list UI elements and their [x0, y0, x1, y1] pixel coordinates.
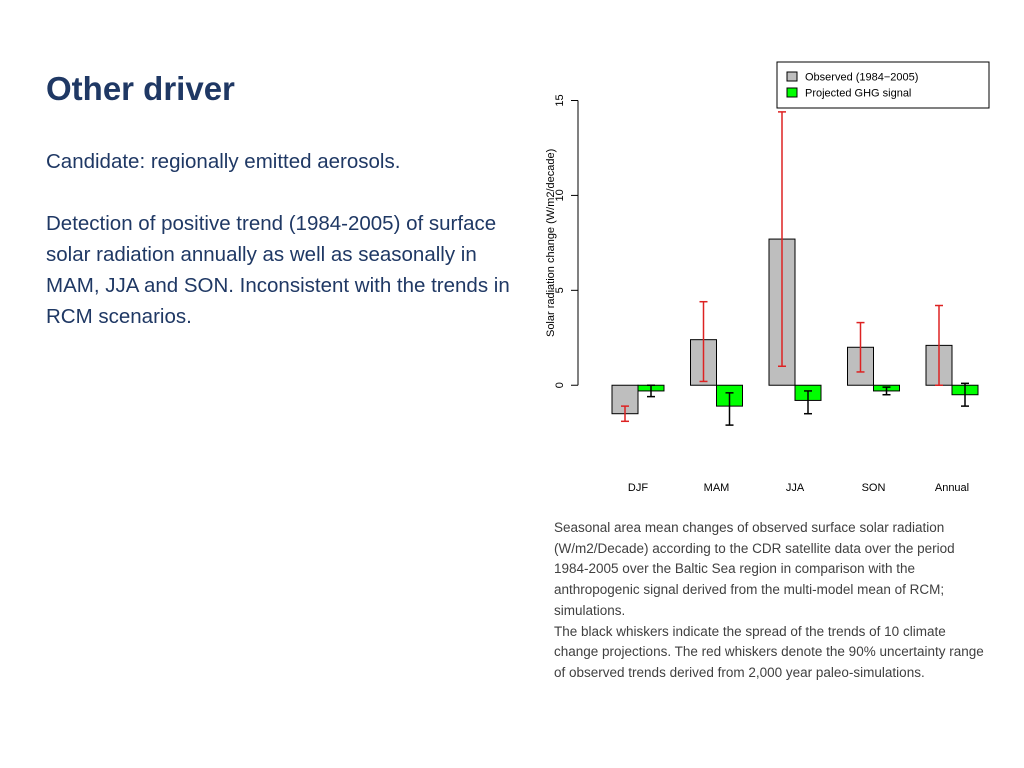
- x-category-label: DJF: [628, 482, 648, 494]
- chart-svg: 0 5 10 15 Solar radiation change (W/m2/decad…: [545, 61, 990, 494]
- slide-title: Other driver: [46, 70, 235, 107]
- caption-paragraph-1: Seasonal area mean changes of observed s…: [554, 520, 955, 618]
- y-tick-label: 5: [554, 287, 566, 293]
- caption-paragraph-2: The black whiskers indicate the spread o…: [554, 623, 984, 680]
- legend-box: [776, 61, 990, 109]
- body-paragraph-detection: Detection of positive trend (1984-2005) …: [46, 212, 510, 328]
- x-category-label: MAM: [704, 482, 730, 494]
- legend-swatch: [786, 71, 798, 82]
- y-tick-label: 15: [554, 94, 566, 106]
- legend-swatch: [786, 87, 798, 98]
- legend-label: Projected GHG signal: [805, 88, 911, 100]
- y-tick-label: 0: [554, 382, 566, 388]
- y-axis-title: Solar radiation change (W/m2/decade): [545, 149, 557, 337]
- solar-radiation-chart: 0 5 10 15 Solar radiation change (W/m2/decad…: [530, 55, 1000, 505]
- x-category-label: Annual: [935, 482, 969, 494]
- y-tick-label: 10: [554, 189, 566, 201]
- legend-label: Observed (1984−2005): [805, 72, 918, 84]
- x-category-label: SON: [862, 482, 886, 494]
- x-category-label: JJA: [786, 482, 805, 494]
- figure-caption: Seasonal area mean changes of observed s…: [554, 518, 984, 684]
- body-text: Candidate: regionally emitted aerosols. …: [46, 146, 516, 332]
- body-paragraph-candidate: Candidate: regionally emitted aerosols.: [46, 150, 401, 173]
